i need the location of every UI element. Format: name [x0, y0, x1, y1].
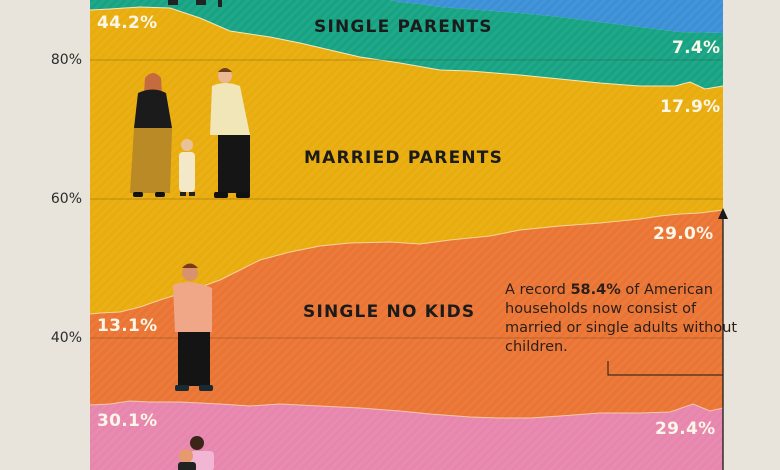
value-single-no-kids-end: 29.0%	[653, 224, 714, 244]
label-married-parents: MARRIED PARENTS	[304, 148, 504, 168]
annotation-highlight: 58.4%	[570, 282, 621, 298]
value-single-no-kids-start: 13.1%	[97, 316, 158, 336]
label-single-no-kids: SINGLE NO KIDS	[303, 302, 476, 322]
y-tick-40: 40%	[50, 330, 82, 346]
y-tick-80: 80%	[50, 52, 82, 68]
value-married-parents-end: 17.9%	[660, 97, 721, 117]
annotation-arrow-icon	[607, 208, 728, 470]
value-married-parents-start: 44.2%	[97, 13, 158, 33]
label-single-parents: SINGLE PARENTS	[314, 17, 493, 37]
family-illustration	[130, 68, 250, 198]
partial-illustration-top	[168, 0, 222, 7]
y-tick-60: 60%	[50, 191, 82, 207]
annotation-text: A record 58.4% of American households no…	[505, 281, 745, 357]
couple-illustration	[178, 436, 214, 470]
annotation-post: of American households now consist of ma…	[505, 282, 738, 355]
value-married-no-kids-start: 30.1%	[97, 411, 158, 431]
value-married-no-kids-end: 29.4%	[655, 419, 716, 439]
single-man-illustration	[173, 263, 213, 391]
annotation-pre: A record	[505, 282, 571, 298]
value-single-parents-end: 7.4%	[672, 38, 721, 58]
